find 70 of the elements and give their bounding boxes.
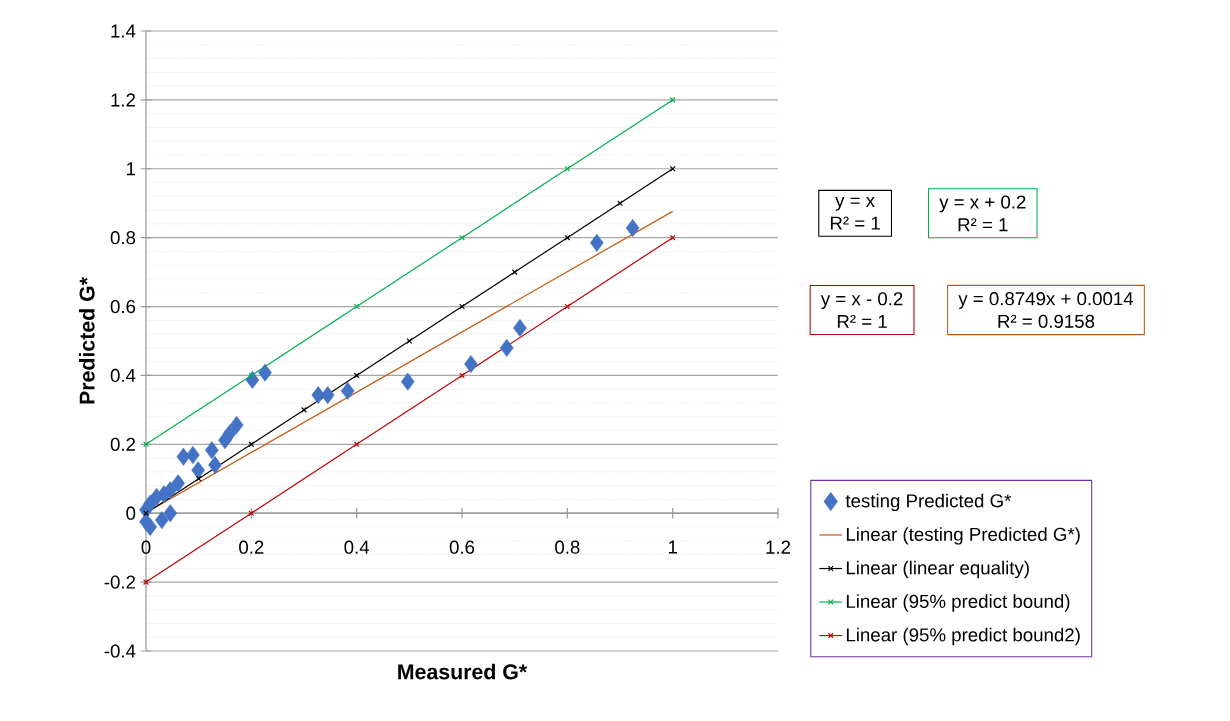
x-tick-label: 0 bbox=[141, 540, 151, 554]
point bbox=[625, 219, 640, 237]
point bbox=[195, 475, 202, 482]
point bbox=[301, 406, 307, 413]
y-tick-label: -0.2 bbox=[104, 575, 136, 589]
point bbox=[564, 165, 571, 172]
text: R² = 1 bbox=[958, 218, 1008, 232]
x-tick-label: 1 bbox=[668, 540, 677, 554]
point bbox=[353, 303, 360, 310]
y-tick-label: 0 bbox=[126, 506, 136, 520]
y-tick-label: 0.2 bbox=[110, 437, 136, 451]
point bbox=[353, 372, 360, 379]
point bbox=[464, 355, 478, 374]
point bbox=[163, 504, 177, 523]
text: R² = 0.9158 bbox=[998, 314, 1095, 328]
point bbox=[459, 303, 465, 310]
point bbox=[143, 579, 149, 586]
legend-label: testing Predicted G* bbox=[845, 493, 1012, 512]
x-tick-label: 0.6 bbox=[449, 540, 475, 554]
y-tick-label: 1 bbox=[127, 162, 136, 176]
point bbox=[406, 338, 413, 344]
point bbox=[186, 446, 200, 464]
point bbox=[400, 372, 415, 391]
x-tick-label: 0.2 bbox=[239, 540, 264, 554]
point bbox=[500, 338, 514, 357]
point bbox=[320, 386, 335, 405]
point bbox=[564, 303, 571, 310]
point bbox=[205, 441, 219, 460]
legend-label: Linear (testing Predicted G*) bbox=[846, 527, 1080, 545]
point bbox=[191, 461, 205, 480]
y-tick-label: -0.4 bbox=[104, 644, 136, 658]
point bbox=[143, 518, 157, 536]
point bbox=[669, 165, 676, 172]
x-axis-title: Measured G* bbox=[398, 663, 528, 680]
point bbox=[340, 382, 355, 400]
point bbox=[171, 474, 185, 493]
point bbox=[208, 456, 222, 474]
point bbox=[513, 318, 527, 337]
point bbox=[617, 200, 623, 207]
point bbox=[459, 372, 465, 379]
point bbox=[459, 234, 465, 241]
text: y = 0.8749x + 0.0014 bbox=[958, 292, 1134, 309]
point bbox=[248, 372, 255, 379]
point bbox=[143, 441, 149, 448]
point bbox=[229, 416, 244, 434]
text: y = x + 0.2 bbox=[939, 195, 1026, 213]
text: R² = 1 bbox=[830, 216, 880, 230]
y-tick-label: 0.4 bbox=[110, 368, 136, 383]
x-tick-label: 1.2 bbox=[766, 540, 791, 554]
legend-label: Linear (95% predict bound2) bbox=[846, 627, 1080, 646]
point bbox=[155, 511, 169, 530]
point bbox=[248, 510, 255, 517]
legend-label: Linear (95% predict bound) bbox=[846, 594, 1070, 612]
y-tick-label: 1.2 bbox=[111, 93, 136, 107]
point bbox=[511, 269, 518, 276]
y-tick-label: 1.4 bbox=[111, 24, 136, 38]
text: y = x - 0.2 bbox=[820, 292, 903, 310]
point bbox=[258, 363, 272, 382]
point bbox=[218, 431, 232, 450]
legend-label: Linear (linear equality) bbox=[846, 560, 1029, 579]
point bbox=[143, 510, 149, 517]
point bbox=[669, 96, 676, 103]
y-tick-label: 0.8 bbox=[110, 231, 136, 245]
point bbox=[590, 233, 604, 252]
x-tick-label: 0.4 bbox=[344, 540, 370, 554]
text: y = x bbox=[835, 197, 875, 211]
text: R² = 1 bbox=[837, 314, 887, 328]
y-tick-label: 0.6 bbox=[110, 299, 136, 314]
x-tick-label: 0.8 bbox=[555, 540, 580, 554]
y-axis-title: Predicted G* bbox=[78, 277, 95, 404]
